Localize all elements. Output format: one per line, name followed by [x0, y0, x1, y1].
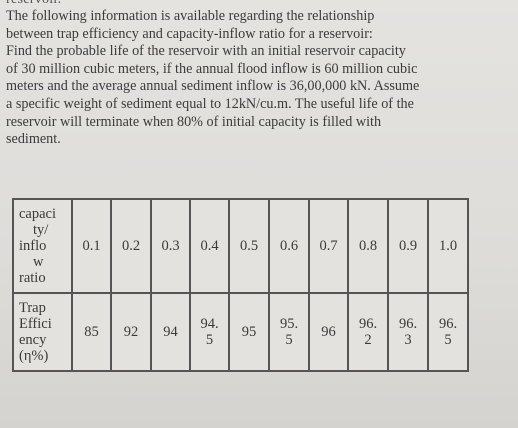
- cut-off-heading: reservoir.: [6, 0, 61, 8]
- efficiency-cell: 95. 5: [268, 292, 310, 372]
- ratio-cell: 0.1: [71, 198, 112, 294]
- efficiency-cell: 94. 5: [189, 292, 230, 372]
- efficiency-cell: 95: [228, 292, 270, 372]
- efficiency-cell: 96. 3: [387, 292, 429, 372]
- ratio-cell: 0.2: [110, 198, 152, 294]
- problem-line: sediment.: [6, 131, 61, 148]
- trap-efficiency-table: capaci ty/ inflo w ratio 0.1 0.2 0.3 0.4…: [12, 198, 469, 372]
- ratio-cell: 0.5: [228, 198, 270, 294]
- efficiency-cell: 96. 5: [427, 292, 469, 372]
- ratio-cell: 0.8: [347, 198, 389, 294]
- problem-line: a specific weight of sediment equal to 1…: [6, 95, 414, 112]
- problem-line: Find the probable life of the reservoir …: [6, 43, 406, 60]
- problem-line: reservoir will terminate when 80% of ini…: [6, 113, 382, 130]
- problem-line: The following information is available r…: [6, 8, 375, 24]
- row-header-capacity-inflow-ratio: capaci ty/ inflo w ratio: [12, 198, 73, 294]
- problem-statement: The following information is available r…: [6, 8, 506, 149]
- efficiency-cell: 92: [110, 292, 152, 372]
- ratio-cell: 0.3: [150, 198, 191, 294]
- ratio-cell: 0.4: [189, 198, 230, 294]
- ratio-cell: 0.9: [387, 198, 429, 294]
- efficiency-cell: 96. 2: [347, 292, 389, 372]
- row-header-trap-efficiency: Trap Effici ency (η%): [12, 292, 73, 372]
- ratio-cell: 0.6: [268, 198, 310, 294]
- ratio-cell: 1.0: [427, 198, 469, 294]
- efficiency-cell: 85: [71, 292, 112, 372]
- efficiency-cell: 96: [308, 292, 349, 372]
- problem-line: between trap efficiency and capacity-inf…: [6, 25, 373, 42]
- problem-line: of 30 million cubic meters, if the annua…: [6, 60, 418, 77]
- efficiency-cell: 94: [150, 292, 191, 372]
- ratio-cell: 0.7: [308, 198, 349, 294]
- problem-line: meters and the average annual sediment i…: [6, 78, 420, 95]
- table-row: capaci ty/ inflo w ratio 0.1 0.2 0.3 0.4…: [12, 198, 469, 294]
- table-row: Trap Effici ency (η%) 85 92 94 94. 5 95 9…: [12, 292, 469, 372]
